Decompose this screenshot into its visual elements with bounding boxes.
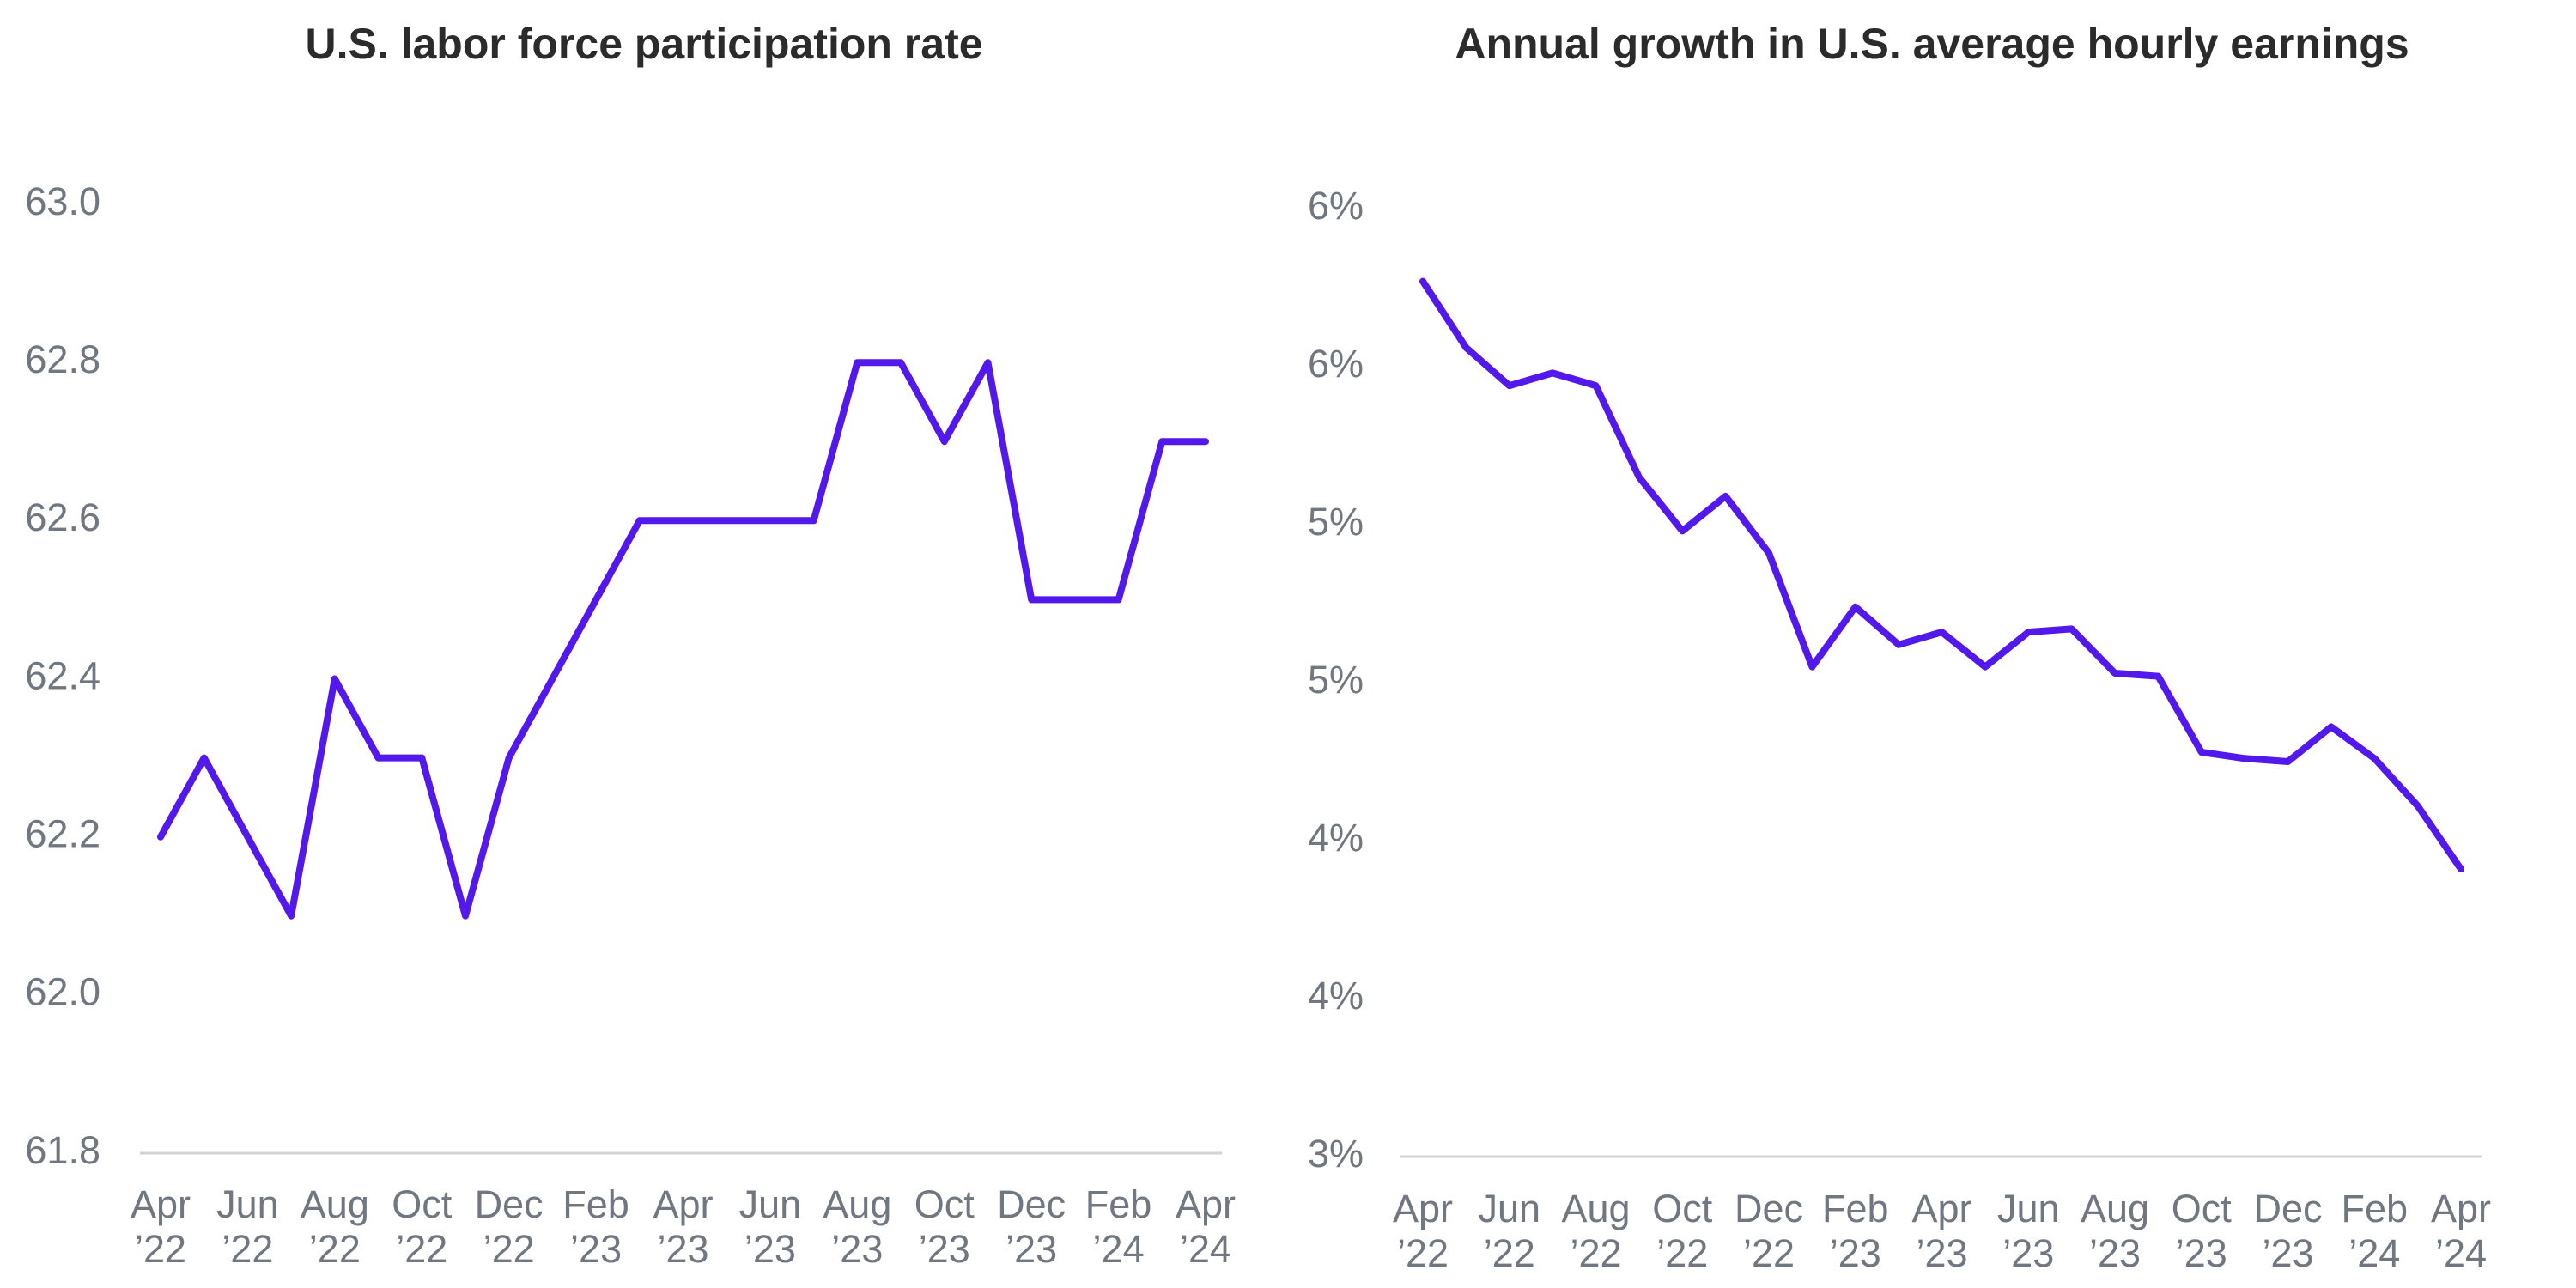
x-tick-label: Aug: [2081, 1187, 2149, 1230]
y-tick-label: 61.8: [25, 1128, 100, 1172]
x-tick-label: ’22: [309, 1227, 361, 1271]
y-tick-label: 3%: [1308, 1132, 1364, 1176]
x-tick-label: ’22: [483, 1227, 535, 1271]
x-tick-label: ’24: [2348, 1231, 2400, 1275]
x-tick-label: Jun: [1478, 1187, 1540, 1230]
x-tick-label: Aug: [1561, 1187, 1630, 1230]
x-tick-label: ’22: [1484, 1231, 1535, 1275]
x-tick-label: Oct: [914, 1182, 975, 1226]
x-tick-label: Feb: [2341, 1187, 2408, 1230]
x-tick-label: Jun: [1997, 1187, 2060, 1230]
x-tick-label: ’23: [2176, 1231, 2227, 1275]
x-tick-label: Feb: [1822, 1187, 1889, 1230]
labor-participation-plot: 61.862.062.262.462.662.863.0Apr’22Jun’22…: [25, 179, 1236, 1271]
x-tick-label: Feb: [562, 1182, 629, 1226]
chart-title: U.S. labor force participation rate: [305, 20, 983, 68]
x-tick-label: ’23: [2002, 1231, 2054, 1275]
x-tick-label: Feb: [1085, 1182, 1152, 1226]
x-tick-label: ’23: [1916, 1231, 1967, 1275]
x-tick-label: Oct: [2172, 1187, 2233, 1230]
y-tick-label: 6%: [1308, 342, 1364, 386]
x-tick-label: ’22: [1570, 1231, 1621, 1275]
hourly-earnings-chart: Annual growth in U.S. average hourly ear…: [1288, 0, 2576, 1288]
x-tick-label: Aug: [301, 1182, 369, 1226]
series-line: [157, 359, 1209, 920]
x-tick-label: ’22: [1656, 1231, 1708, 1275]
y-tick-label: 4%: [1308, 816, 1364, 860]
x-tick-label: Apr: [2431, 1187, 2491, 1230]
x-tick-label: Dec: [1735, 1187, 1803, 1230]
x-tick-label: Oct: [1652, 1187, 1713, 1230]
x-tick-label: Jun: [216, 1182, 279, 1226]
y-tick-label: 62.2: [25, 812, 100, 856]
x-tick-label: Oct: [392, 1182, 453, 1226]
y-tick-label: 62.8: [25, 337, 100, 381]
x-tick-label: Apr: [1176, 1182, 1236, 1226]
x-tick-label: ’23: [657, 1227, 708, 1271]
y-tick-label: 5%: [1308, 658, 1364, 702]
y-tick-label: 62.4: [25, 653, 100, 697]
y-tick-label: 6%: [1308, 184, 1364, 228]
chart-title: Annual growth in U.S. average hourly ear…: [1455, 20, 2409, 68]
series-line: [1419, 277, 2464, 873]
labor-participation-chart: U.S. labor force participation rate 61.8…: [25, 20, 1236, 1271]
x-tick-label: ’23: [1005, 1227, 1057, 1271]
x-tick-label: ’23: [744, 1227, 796, 1271]
x-tick-label: ’23: [919, 1227, 970, 1271]
y-tick-label: 62.6: [25, 495, 100, 539]
x-tick-label: ’22: [1743, 1231, 1795, 1275]
y-tick-label: 5%: [1308, 500, 1364, 544]
y-tick-label: 63.0: [25, 179, 100, 223]
x-tick-label: ’23: [831, 1227, 883, 1271]
x-tick-label: ’23: [2262, 1231, 2313, 1275]
x-tick-label: ’23: [570, 1227, 622, 1271]
y-tick-label: 4%: [1308, 974, 1364, 1018]
x-tick-label: ’22: [222, 1227, 273, 1271]
x-tick-label: ’22: [396, 1227, 447, 1271]
x-tick-label: ’23: [1830, 1231, 1881, 1275]
x-tick-label: ’22: [135, 1227, 186, 1271]
x-tick-label: ’24: [2435, 1231, 2487, 1275]
x-tick-label: Apr: [1911, 1187, 1971, 1230]
x-tick-label: Jun: [739, 1182, 802, 1226]
x-tick-label: Dec: [997, 1182, 1066, 1226]
x-tick-label: ’24: [1180, 1227, 1231, 1271]
x-tick-label: Apr: [1393, 1187, 1453, 1230]
x-tick-label: Aug: [823, 1182, 891, 1226]
x-tick-label: ’23: [2089, 1231, 2141, 1275]
x-tick-label: ’22: [1397, 1231, 1449, 1275]
hourly-earnings-plot: 3%4%4%5%5%6%6%Apr’22Jun’22Aug’22Oct’22De…: [1308, 184, 2491, 1275]
y-tick-label: 62.0: [25, 970, 100, 1014]
x-tick-label: ’24: [1093, 1227, 1145, 1271]
x-tick-label: Dec: [475, 1182, 544, 1226]
x-tick-label: Apr: [653, 1182, 713, 1226]
x-tick-label: Dec: [2253, 1187, 2322, 1230]
x-tick-label: Apr: [131, 1182, 191, 1226]
